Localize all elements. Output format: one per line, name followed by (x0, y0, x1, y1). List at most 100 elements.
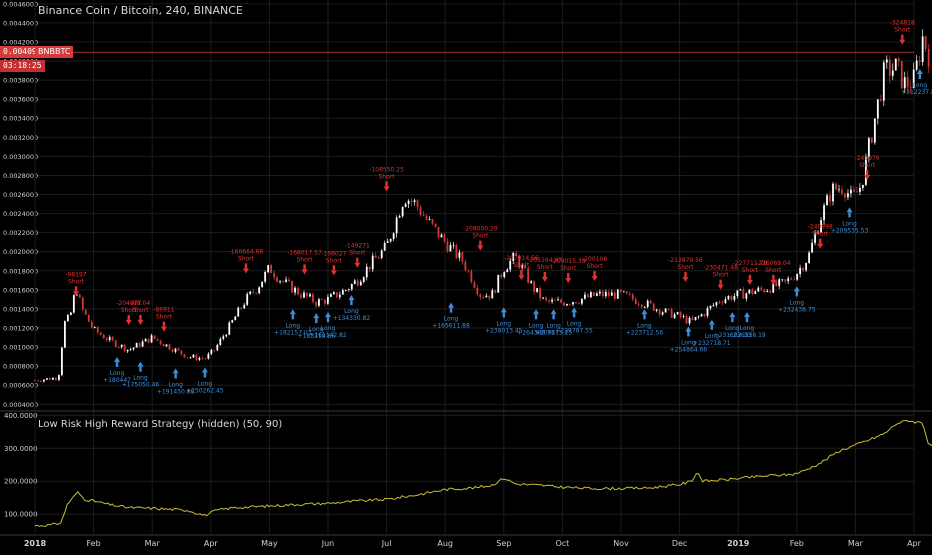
candle-body (58, 375, 60, 380)
long-signal-arrow (533, 309, 540, 315)
long-signal-arrow (846, 207, 853, 213)
short-signal-label: Short (238, 255, 255, 262)
candle-body (213, 349, 216, 351)
long-signal-arrow (743, 312, 750, 318)
candle-body (147, 338, 150, 343)
short-signal-label: Short (121, 307, 138, 314)
short-signal-stem (567, 272, 570, 278)
candle-body (216, 344, 219, 351)
price-tick-label: 0.0036000 (3, 96, 38, 104)
candle-body (183, 354, 186, 358)
candle-body (915, 60, 918, 70)
short-signal-stem (684, 272, 687, 277)
candle-body (171, 349, 174, 352)
long-signal-arrow (500, 307, 507, 313)
long-signal-label: Long (790, 299, 805, 306)
long-signal-label: Long (637, 322, 652, 329)
short-signal-stem (520, 270, 523, 276)
candle-body (240, 307, 243, 309)
candle-body (521, 265, 524, 268)
candle-body (386, 241, 389, 243)
short-signal-value: -98197 (65, 271, 86, 278)
candle-body (324, 299, 326, 304)
candle-body (679, 312, 682, 317)
candle-body (165, 344, 168, 347)
short-signal-stem (543, 272, 547, 277)
candle-body (509, 260, 512, 270)
candle-body (404, 203, 407, 207)
time-tick-label: Apr (204, 539, 219, 548)
candle-body (368, 266, 371, 270)
candle-body (371, 255, 374, 270)
long-signal-arrow (641, 309, 648, 315)
short-signal-value: -227711.78 (733, 260, 768, 267)
candle-body (841, 189, 843, 194)
candle-body (769, 290, 772, 293)
candle-body (425, 215, 428, 220)
candle-body (105, 338, 108, 341)
long-signal-value: +229787.55 (555, 327, 593, 334)
candle-body (470, 270, 473, 283)
candle-body (198, 357, 201, 360)
long-signal-value: +165611.88 (432, 323, 470, 330)
time-tick-label: Jul (381, 539, 392, 548)
short-signal-label: Short (379, 173, 396, 180)
short-signal-arrow (137, 319, 144, 325)
candle-body (844, 193, 846, 198)
long-signal-value: +231102.33 (714, 332, 752, 339)
short-signal-arrow (383, 186, 390, 192)
candle-body (918, 60, 921, 62)
short-signal-label: Short (513, 262, 530, 269)
candle-body (736, 290, 739, 296)
long-signal-stem (350, 300, 353, 305)
candle-body (195, 354, 198, 360)
candle-body (249, 291, 252, 294)
long-signal-label: Long (110, 370, 125, 377)
candle-body (682, 316, 685, 318)
candle-body (318, 299, 320, 306)
candle-body (835, 183, 837, 190)
price-tick-label: 0.0034000 (3, 115, 38, 123)
short-signal-stem (865, 169, 869, 175)
short-signal-stem (772, 274, 775, 280)
candle-body (294, 287, 296, 293)
long-signal-stem (745, 317, 749, 323)
candle-body (419, 207, 422, 215)
long-signal-arrow (448, 302, 455, 308)
candle-body (353, 280, 356, 285)
candle-body (464, 261, 467, 271)
short-signal-value: -168027 (321, 250, 346, 257)
candle-body (646, 300, 649, 308)
candle-body (401, 206, 404, 217)
candle-body (120, 344, 123, 347)
candle-body (667, 308, 670, 310)
candle-body (52, 377, 54, 380)
short-signal-stem (332, 265, 336, 271)
long-signal-value: +232718.71 (693, 340, 731, 347)
long-signal-value: +238013.45 (485, 327, 523, 334)
short-signal-value: -209015.38 (551, 258, 586, 265)
candle-body (162, 343, 165, 347)
candle-body (225, 334, 228, 337)
candle-body (66, 314, 69, 322)
candle-body (533, 281, 536, 292)
candle-body (709, 305, 712, 309)
short-signal-stem (819, 238, 822, 244)
short-signal-value: -207014.56 (504, 255, 539, 262)
candle-body (446, 241, 449, 252)
candle-body (924, 36, 927, 49)
candle-body (332, 292, 335, 295)
candle-body (144, 338, 147, 342)
candle-body (598, 291, 601, 294)
candle-body (344, 290, 347, 291)
candle-body (897, 58, 900, 61)
candle-body (55, 377, 57, 380)
short-signal-value: -86911 (153, 307, 174, 314)
candle-body (416, 200, 419, 208)
time-tick-label: Feb (87, 539, 101, 548)
candle-body (688, 317, 691, 324)
candle-body (234, 316, 237, 321)
long-signal-arrow (729, 312, 736, 318)
candle-body (243, 304, 246, 309)
